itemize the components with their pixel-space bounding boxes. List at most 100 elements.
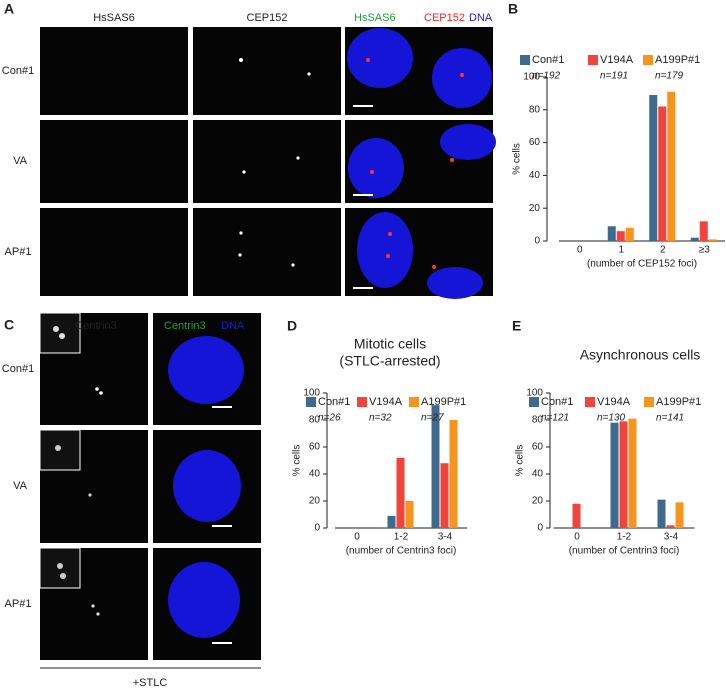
x-tick-label: 3-4 bbox=[664, 532, 679, 543]
y-tick-label: 20 bbox=[532, 496, 544, 507]
y-tick-label: 60 bbox=[309, 442, 321, 453]
y-tick-label: 20 bbox=[309, 496, 321, 507]
y-tick-label: 40 bbox=[532, 469, 544, 480]
legend-label: V194A bbox=[600, 54, 634, 66]
x-axis-label: (number of Centrin3 foci) bbox=[569, 546, 680, 557]
y-tick-label: 100 bbox=[523, 72, 540, 83]
y-tick-label: 100 bbox=[303, 388, 320, 399]
legend-n: n=130 bbox=[597, 413, 626, 424]
legend-swatch bbox=[520, 55, 530, 65]
y-tick-label: 0 bbox=[534, 236, 540, 247]
legend-n: n=32 bbox=[369, 413, 392, 424]
legend-label: A199P#1 bbox=[655, 54, 700, 66]
bar bbox=[666, 525, 675, 528]
legend-swatch bbox=[644, 397, 654, 407]
legend-n: n=192 bbox=[532, 71, 561, 82]
x-tick-label: 3-4 bbox=[438, 532, 453, 543]
y-tick-label: 40 bbox=[529, 170, 541, 181]
legend-label: V194A bbox=[369, 396, 403, 408]
bar bbox=[610, 422, 619, 528]
panel-label: D bbox=[287, 318, 297, 334]
x-tick-label: ≥3 bbox=[699, 245, 710, 256]
bar bbox=[667, 91, 676, 241]
y-tick-label: 80 bbox=[529, 104, 541, 115]
legend-label: Con#1 bbox=[532, 54, 564, 66]
legend-swatch bbox=[585, 397, 595, 407]
chart-title: Asynchronous cells bbox=[580, 347, 701, 363]
y-tick-label: 0 bbox=[537, 523, 543, 534]
legend-n: n=179 bbox=[655, 71, 684, 82]
bar bbox=[657, 499, 666, 528]
merge-label: DNA bbox=[469, 12, 493, 24]
bar bbox=[616, 231, 625, 241]
x-tick-label: 0 bbox=[354, 532, 360, 543]
column-label: CEP152 bbox=[247, 12, 288, 24]
bar bbox=[708, 239, 717, 241]
x-axis-label: (number of CEP152 foci) bbox=[587, 259, 697, 270]
row-label: Con#1 bbox=[2, 363, 34, 375]
y-tick-label: 20 bbox=[529, 203, 541, 214]
row-label: Con#1 bbox=[2, 65, 34, 77]
legend-swatch bbox=[409, 397, 419, 407]
bar bbox=[658, 106, 667, 242]
x-tick-label: 0 bbox=[574, 532, 580, 543]
bar bbox=[405, 501, 414, 528]
legend-label: Con#1 bbox=[318, 396, 350, 408]
y-axis-label: % cells bbox=[512, 143, 523, 175]
x-tick-label: 2 bbox=[660, 245, 666, 256]
y-tick-label: 100 bbox=[526, 388, 543, 399]
bar bbox=[440, 463, 449, 528]
x-tick-label: 1-2 bbox=[394, 532, 409, 543]
legend-swatch bbox=[357, 397, 367, 407]
micrographs-c bbox=[39, 312, 261, 669]
column-label: HsSAS6 bbox=[93, 12, 135, 24]
bar bbox=[431, 405, 440, 528]
legend-n: n=26 bbox=[318, 413, 341, 424]
y-tick-label: 0 bbox=[314, 523, 320, 534]
legend-label: A199P#1 bbox=[656, 396, 701, 408]
row-label: VA bbox=[13, 480, 28, 492]
merge-label: Centrin3 bbox=[164, 320, 206, 332]
legend-label: Con#1 bbox=[541, 396, 573, 408]
legend-swatch bbox=[643, 55, 653, 65]
x-axis-label: (number of Centrin3 foci) bbox=[346, 546, 457, 557]
panel-label: A bbox=[4, 1, 14, 17]
row-label: VA bbox=[13, 155, 28, 167]
x-tick-label: 0 bbox=[577, 245, 583, 256]
y-tick-label: 60 bbox=[529, 137, 541, 148]
bar bbox=[649, 95, 658, 241]
y-tick-label: 40 bbox=[309, 469, 321, 480]
legend-label: A199P#1 bbox=[421, 396, 466, 408]
legend-swatch bbox=[588, 55, 598, 65]
bar bbox=[396, 457, 405, 528]
chart-title: Mitotic cells bbox=[354, 336, 426, 352]
footer-label: +STLC bbox=[133, 677, 168, 689]
bar bbox=[572, 503, 581, 528]
bar bbox=[619, 421, 628, 528]
panel-label: E bbox=[512, 318, 521, 334]
x-tick-label: 1-2 bbox=[617, 532, 632, 543]
legend-n: n=191 bbox=[600, 71, 628, 82]
x-tick-label: 1 bbox=[618, 245, 624, 256]
merge-label: DNA bbox=[221, 320, 245, 332]
y-axis-label: % cells bbox=[292, 445, 303, 477]
bar bbox=[387, 515, 396, 528]
legend-n: n=121 bbox=[541, 413, 569, 424]
legend-label: V194A bbox=[597, 396, 631, 408]
y-tick-label: 80 bbox=[309, 415, 321, 426]
merge-label: HsSAS6 bbox=[354, 12, 396, 24]
legend-n: n=27 bbox=[421, 413, 444, 424]
row-label: AP#1 bbox=[5, 598, 32, 610]
legend-n: n=141 bbox=[656, 413, 684, 424]
bar bbox=[690, 237, 699, 241]
bar bbox=[449, 420, 458, 528]
bar bbox=[625, 227, 634, 241]
chart-subtitle: (STLC-arrested) bbox=[339, 353, 440, 369]
bar bbox=[628, 418, 637, 528]
panel-label: B bbox=[508, 1, 518, 17]
micrographs-a bbox=[40, 27, 496, 299]
y-axis-label: % cells bbox=[515, 445, 526, 477]
bar bbox=[607, 226, 616, 241]
panel-label: C bbox=[4, 317, 14, 333]
